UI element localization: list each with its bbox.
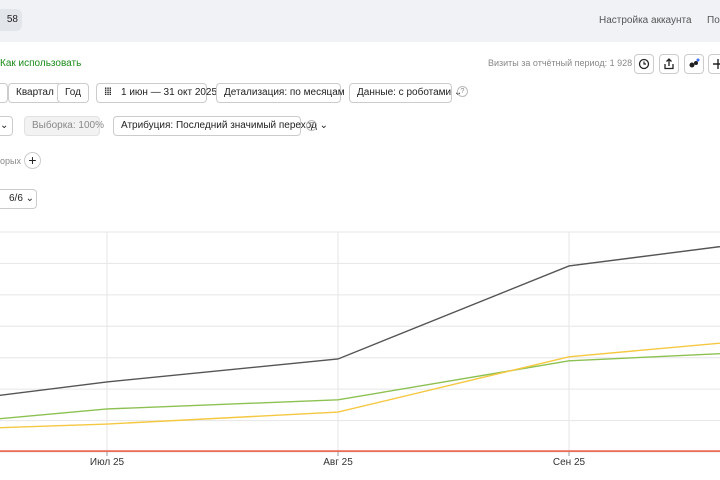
line-series	[0, 342, 720, 429]
clock-icon	[638, 58, 650, 70]
help-icon[interactable]: ?	[457, 86, 468, 97]
line-series	[0, 245, 720, 397]
period-button[interactable]	[0, 83, 8, 103]
line-series	[0, 352, 720, 420]
assistant-button[interactable]	[684, 54, 704, 74]
detail-label: Детализация: по месяцам	[224, 87, 345, 98]
add-segment-button[interactable]: +	[24, 152, 41, 169]
date-range-button[interactable]: ⁞⁞⁞ 1 июн — 31 окт 2025	[96, 83, 217, 103]
date-range: 1 июн — 31 окт 2025	[121, 87, 218, 98]
visits-summary: Визиты за отчётный период: 1 928	[488, 58, 633, 68]
calendar-icon: ⁞⁞⁞	[104, 87, 112, 98]
x-tick-label: Сен 25	[553, 457, 586, 468]
account-link[interactable]: Настройка аккаунта	[599, 15, 692, 26]
counter-badge[interactable]: 58	[0, 9, 22, 31]
data-label: Данные: с роботами	[357, 87, 452, 98]
nav-link[interactable]: По	[707, 15, 720, 26]
x-tick-label: Июл 25	[90, 457, 125, 468]
help-link[interactable]: Как использовать	[0, 58, 82, 69]
assistant-icon	[689, 58, 700, 68]
share-icon	[664, 58, 674, 70]
filter-dropdown[interactable]: ⌄	[0, 116, 13, 136]
help-icon[interactable]: ?	[306, 120, 317, 131]
plus-icon	[713, 59, 720, 69]
data-dropdown[interactable]: Данные: с роботами ⌄	[349, 83, 462, 103]
history-button[interactable]	[634, 54, 654, 74]
metrics-count: 6/6	[9, 193, 23, 204]
export-button[interactable]	[659, 54, 679, 74]
segment-hint: орых	[0, 156, 21, 166]
attribution-label: Атрибуция: Последний значимый переход	[121, 120, 317, 131]
sample-dropdown[interactable]: Выборка: 100%	[24, 116, 104, 136]
period-button[interactable]: Год	[57, 83, 89, 103]
top-bar: 58 Настройка аккаунта По	[0, 0, 720, 42]
metrics-selector[interactable]: 6/6 ⌄	[0, 189, 37, 209]
x-tick-label: Авг 25	[323, 457, 353, 468]
add-button[interactable]	[708, 54, 720, 74]
